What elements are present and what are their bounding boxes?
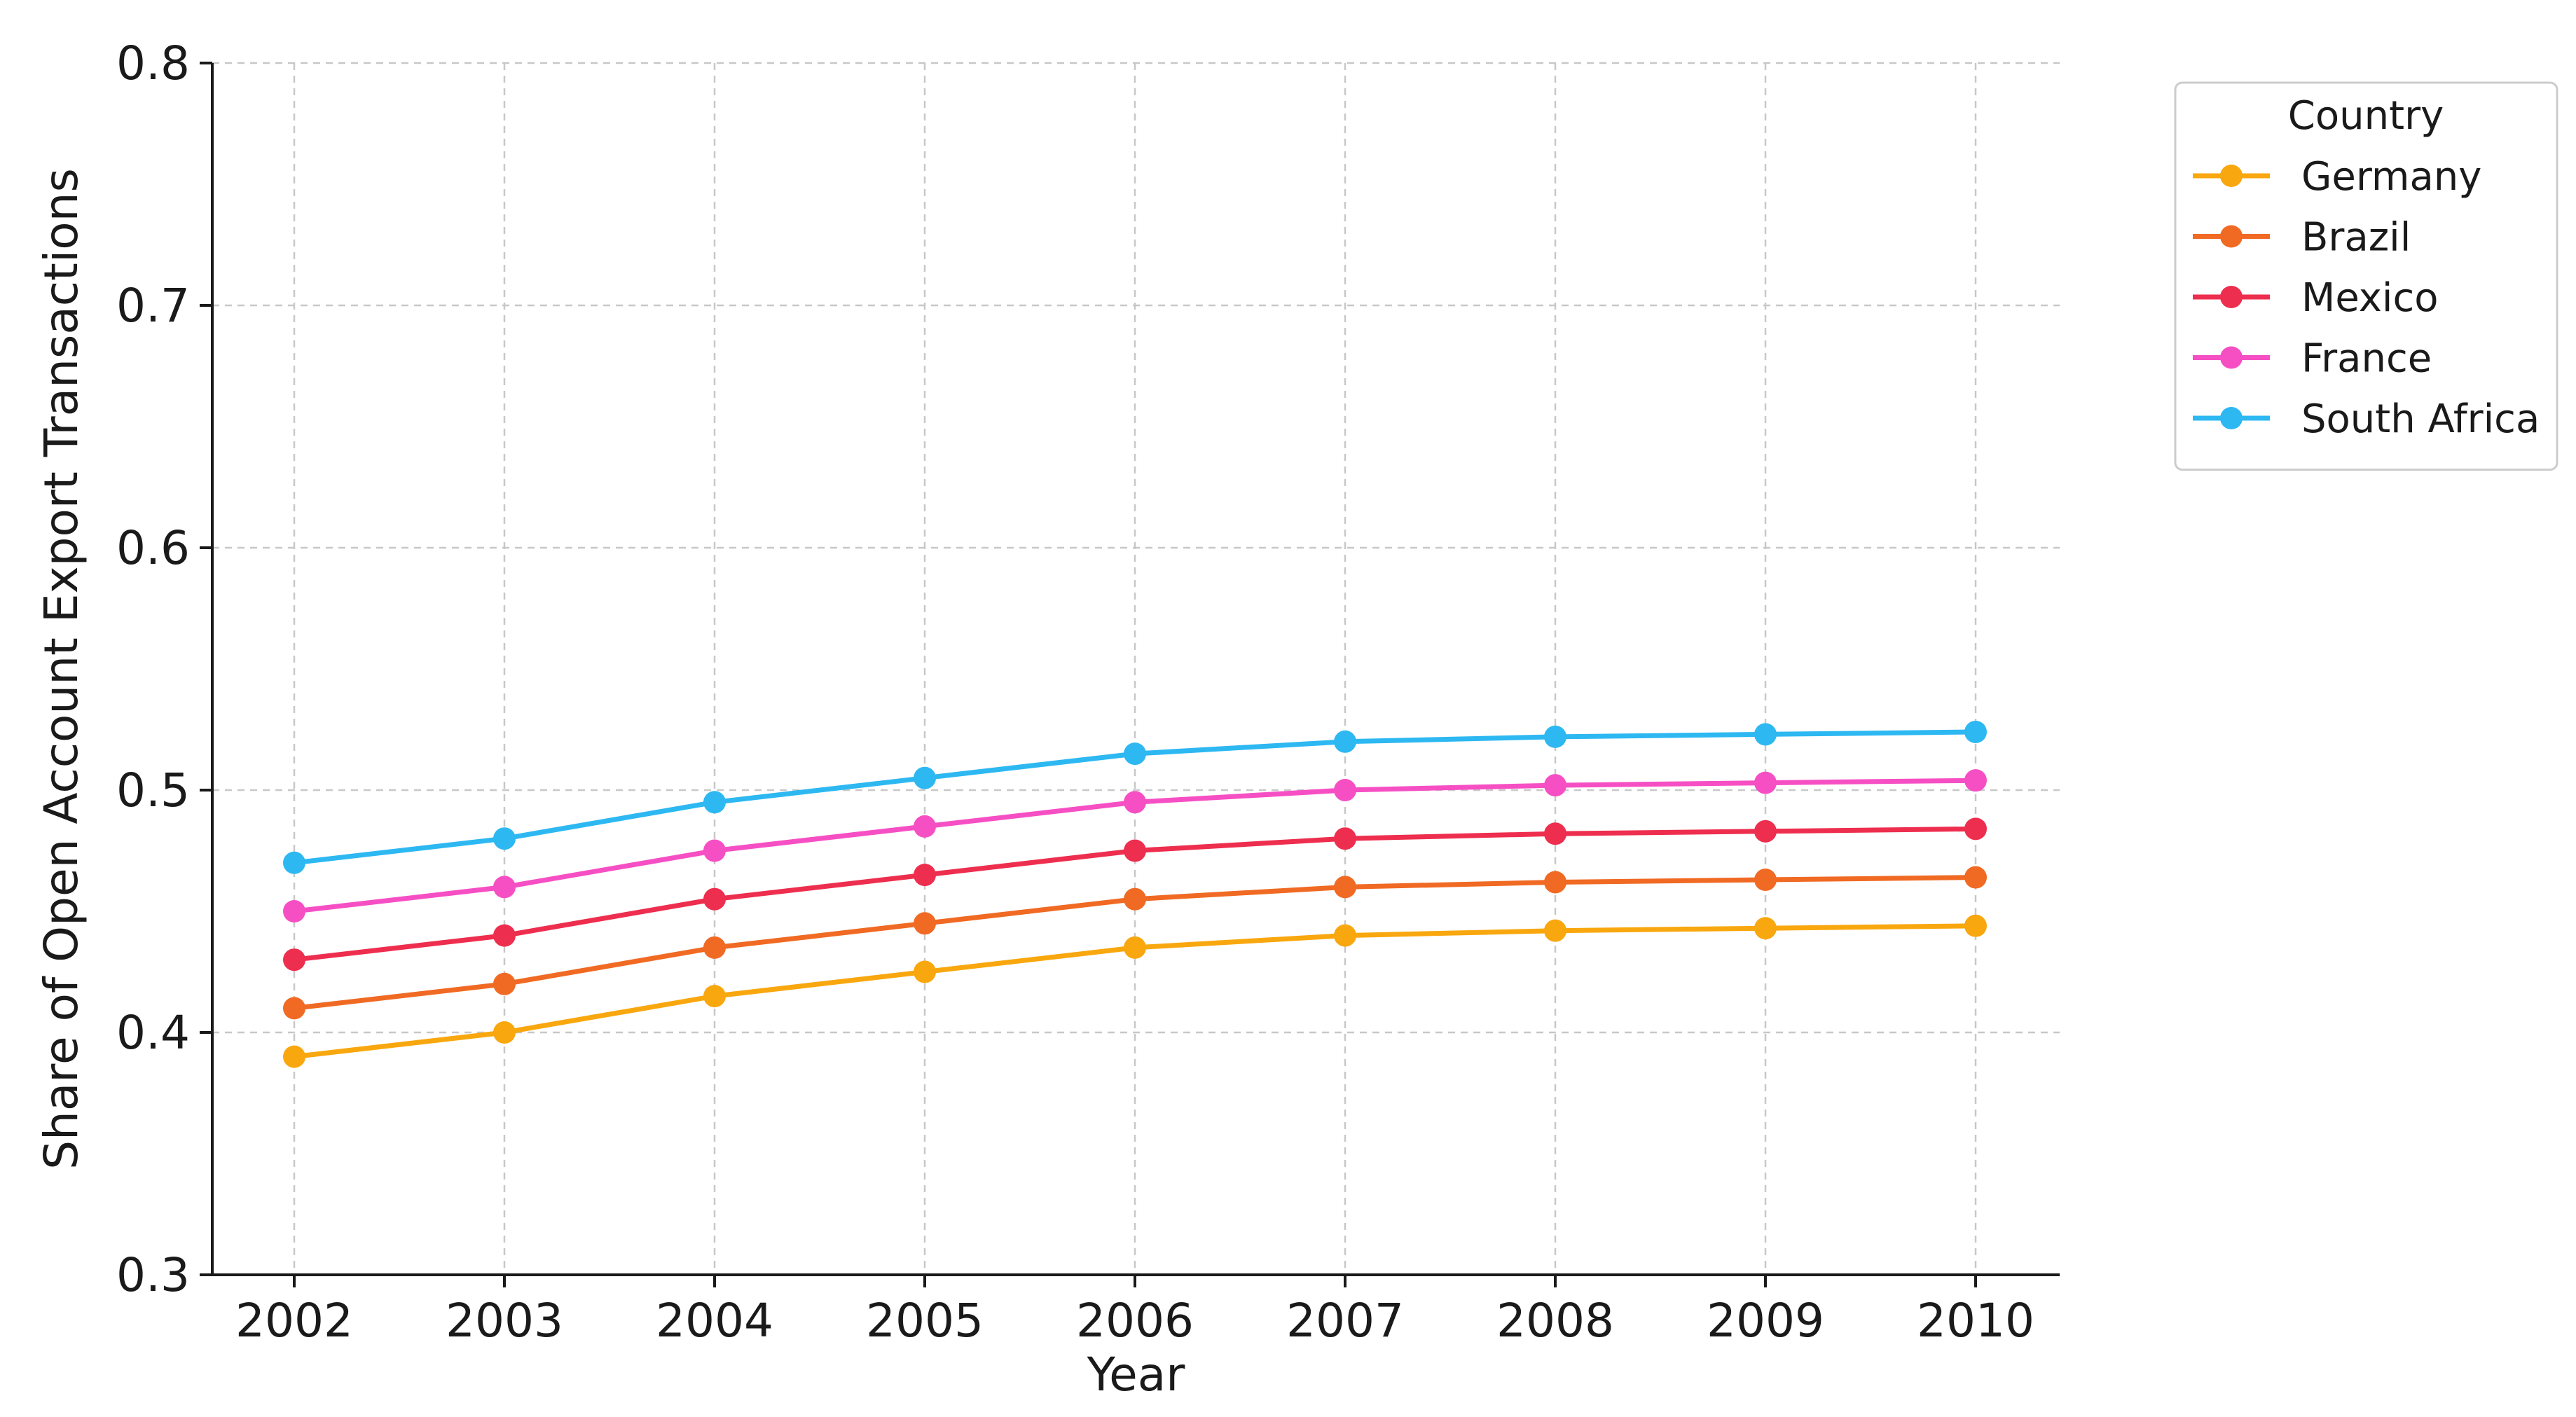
legend-item-germany: Germany	[2193, 154, 2481, 200]
x-tick-label: 2004	[656, 1294, 773, 1348]
legend-item-south-africa: South Africa	[2193, 396, 2540, 442]
x-tick-label: 2007	[1286, 1294, 1404, 1348]
data-point-france	[1124, 791, 1146, 814]
data-point-mexico	[703, 887, 726, 911]
data-point-france	[1964, 769, 1987, 792]
x-tick-label: 2009	[1707, 1294, 1824, 1348]
data-point-france	[1334, 779, 1356, 801]
data-point-mexico	[493, 924, 516, 947]
legend-swatch-marker	[2220, 346, 2243, 369]
data-point-brazil	[1334, 876, 1356, 899]
legend-label: Germany	[2301, 154, 2481, 200]
data-point-brazil	[283, 997, 305, 1020]
data-point-south-africa	[1544, 725, 1566, 748]
legend-swatch-marker	[2220, 225, 2243, 248]
data-point-mexico	[1544, 822, 1566, 845]
data-point-germany	[493, 1021, 516, 1044]
data-point-brazil	[1964, 866, 1987, 889]
data-point-brazil	[703, 936, 726, 959]
data-point-brazil	[1754, 869, 1777, 892]
series	[283, 720, 1987, 1068]
data-point-brazil	[493, 972, 516, 995]
data-point-south-africa	[1334, 730, 1356, 753]
data-point-south-africa	[283, 851, 305, 874]
legend-item-brazil: Brazil	[2193, 215, 2411, 261]
x-tick-label: 2005	[866, 1294, 984, 1348]
x-tick-label: 2006	[1076, 1294, 1194, 1348]
legend-label: Mexico	[2301, 275, 2439, 321]
data-point-france	[1544, 774, 1566, 797]
data-point-mexico	[283, 948, 305, 972]
grid	[212, 62, 2060, 1275]
y-tick-label: 0.4	[116, 1006, 190, 1060]
series-south-africa	[283, 720, 1987, 874]
data-point-mexico	[914, 864, 936, 887]
legend-box	[2174, 81, 2558, 471]
series-france	[283, 769, 1987, 922]
data-point-france	[283, 900, 305, 922]
data-point-brazil	[914, 912, 936, 935]
legend: Country Germany Brazil Mexico France South A…	[2174, 81, 2558, 471]
legend-swatch-marker	[2220, 407, 2243, 429]
data-point-brazil	[1124, 887, 1146, 911]
data-point-germany	[1544, 919, 1566, 942]
data-point-south-africa	[914, 766, 936, 789]
data-point-france	[703, 839, 726, 862]
data-point-south-africa	[703, 791, 726, 814]
y-tick-label: 0.7	[116, 279, 190, 333]
data-point-mexico	[1334, 827, 1356, 850]
x-tick-label: 2008	[1496, 1294, 1614, 1348]
y-axis-title: Share of Open Account Export Transaction…	[34, 168, 88, 1170]
data-point-germany	[1964, 914, 1987, 937]
data-point-south-africa	[1124, 742, 1146, 766]
x-tick-label: 2003	[446, 1294, 563, 1348]
y-tick-label: 0.3	[116, 1248, 190, 1302]
axes: Year Share of Open Account Export Transa…	[34, 36, 2060, 1402]
data-point-mexico	[1124, 839, 1146, 862]
x-tick-label: 2010	[1917, 1294, 2034, 1348]
data-point-france	[914, 815, 936, 838]
x-axis-title: Year	[1087, 1348, 1186, 1402]
data-point-germany	[1334, 924, 1356, 947]
data-point-germany	[1124, 936, 1146, 959]
legend-label: South Africa	[2301, 396, 2540, 442]
legend-label: France	[2301, 336, 2432, 382]
data-point-germany	[703, 985, 726, 1008]
data-point-mexico	[1754, 820, 1777, 843]
legend-swatch-marker	[2220, 165, 2243, 187]
data-point-germany	[914, 960, 936, 983]
y-tick-label: 0.6	[116, 521, 190, 575]
y-tick-label: 0.5	[116, 763, 190, 817]
y-tick-label: 0.8	[116, 36, 190, 90]
data-point-south-africa	[1964, 720, 1987, 743]
data-point-south-africa	[1754, 723, 1777, 746]
data-point-brazil	[1544, 871, 1566, 894]
series-germany	[283, 914, 1987, 1068]
legend-title: Country	[2288, 93, 2444, 139]
legend-item-france: France	[2193, 336, 2432, 382]
legend-swatch-marker	[2220, 286, 2243, 308]
data-point-mexico	[1964, 817, 1987, 841]
data-point-germany	[283, 1045, 305, 1068]
data-point-france	[1754, 771, 1777, 794]
series-brazil	[283, 866, 1987, 1020]
legend-item-mexico: Mexico	[2193, 275, 2439, 321]
x-tick-label: 2002	[235, 1294, 353, 1348]
data-point-south-africa	[493, 827, 516, 850]
data-point-france	[493, 876, 516, 899]
data-point-germany	[1754, 917, 1777, 940]
series-mexico	[283, 817, 1987, 972]
legend-label: Brazil	[2301, 215, 2411, 261]
